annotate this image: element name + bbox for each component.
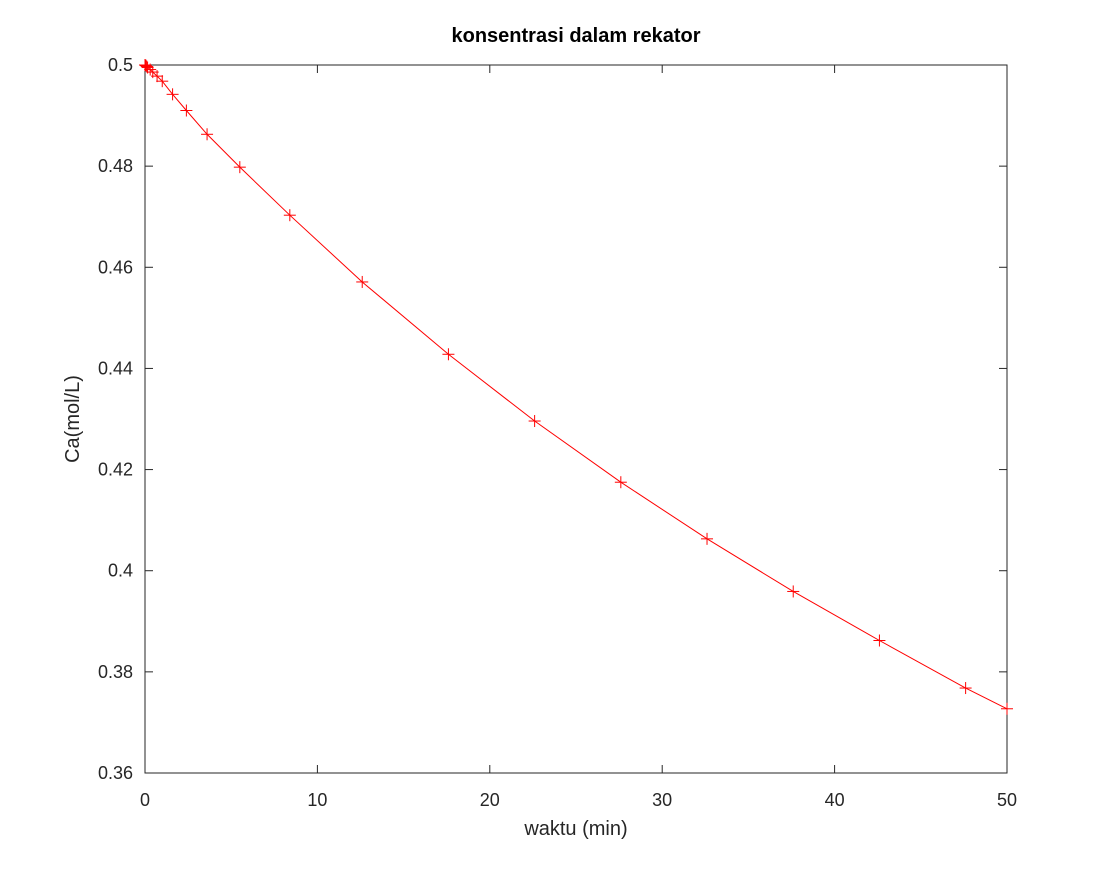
data-point-marker — [151, 70, 164, 83]
series-group — [139, 59, 1013, 715]
data-point-marker — [528, 415, 541, 428]
x-axis-ticks: 0 10 20 30 40 50 — [140, 65, 1017, 810]
data-point-marker — [201, 128, 214, 141]
y-tick-label: 0.5 — [108, 55, 133, 75]
data-point-marker — [156, 75, 169, 88]
y-tick-label: 0.48 — [98, 156, 133, 176]
data-point-marker — [140, 60, 153, 73]
data-point-marker — [442, 348, 455, 361]
x-tick-label: 20 — [480, 790, 500, 810]
data-point-marker — [180, 104, 193, 117]
data-point-marker — [233, 161, 246, 174]
x-axis-label: waktu (min) — [523, 818, 627, 840]
x-tick-label: 40 — [825, 790, 845, 810]
x-tick-label: 30 — [652, 790, 672, 810]
chart-title: konsentrasi dalam rekator — [452, 25, 701, 47]
data-point-marker — [166, 88, 179, 101]
data-point-marker — [1001, 702, 1013, 715]
data-point-marker — [959, 682, 972, 695]
y-tick-label: 0.46 — [98, 257, 133, 277]
x-tick-label: 0 — [140, 790, 150, 810]
y-tick-label: 0.38 — [98, 662, 133, 682]
y-axis-ticks: 0.36 0.38 0.4 0.42 0.44 0.46 0.48 0.5 — [98, 55, 1007, 783]
plot-area-frame — [144, 64, 1008, 774]
data-point-marker — [144, 63, 157, 76]
y-tick-label: 0.42 — [98, 460, 133, 480]
data-point-marker — [141, 61, 154, 74]
y-axis-label: Ca(mol/L) — [62, 375, 84, 463]
data-point-marker — [139, 59, 151, 71]
series-line — [144, 64, 1008, 710]
data-point-marker — [356, 275, 369, 288]
y-tick-label: 0.36 — [98, 763, 133, 783]
data-point-marker — [787, 585, 800, 598]
data-point-marker — [614, 476, 627, 489]
x-tick-label: 50 — [997, 790, 1017, 810]
x-tick-label: 10 — [307, 790, 327, 810]
y-tick-label: 0.44 — [98, 358, 133, 378]
data-point-marker — [283, 209, 296, 222]
data-point-marker — [701, 532, 714, 545]
y-tick-label: 0.4 — [108, 561, 133, 581]
data-point-marker — [873, 634, 886, 647]
